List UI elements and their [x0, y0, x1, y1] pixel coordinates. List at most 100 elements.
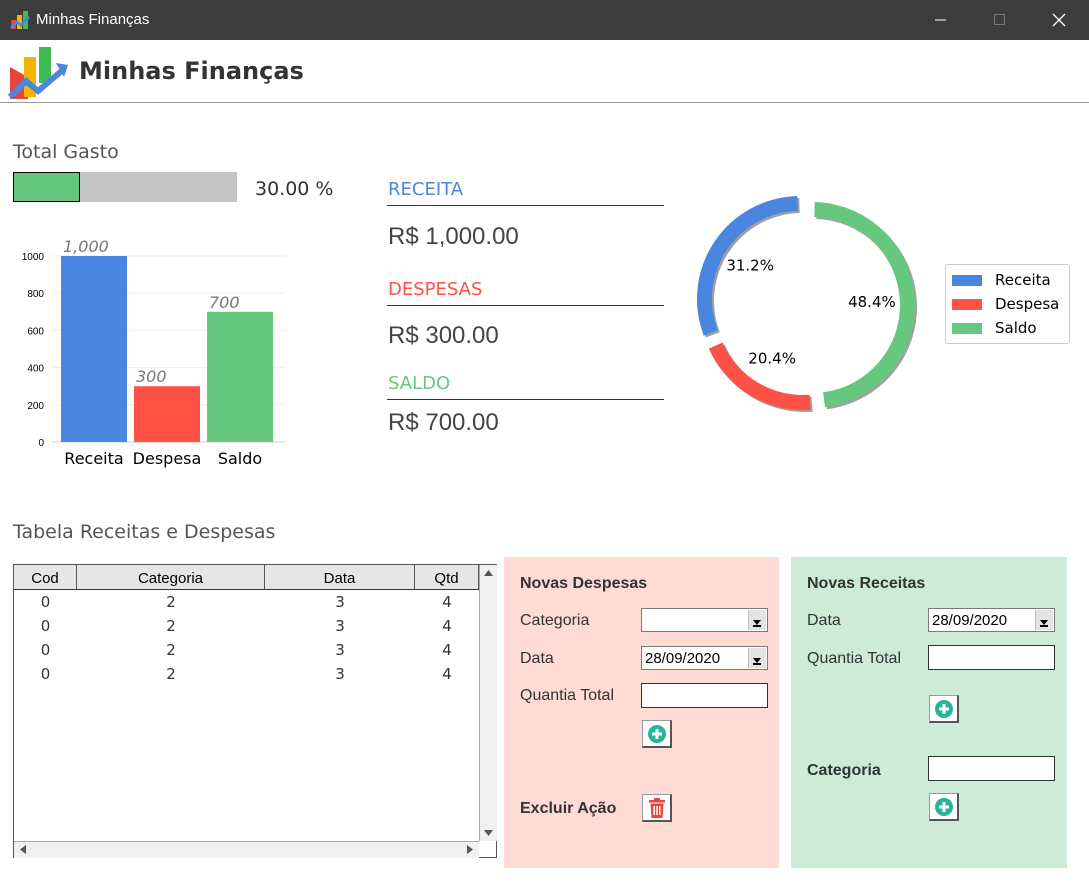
donut-legend: Receita Despesa Saldo — [945, 264, 1070, 344]
bar-data-label: 700 — [209, 293, 240, 312]
vertical-scrollbar[interactable] — [479, 565, 497, 841]
column-header-qtd[interactable]: Qtd — [415, 565, 479, 589]
legend-item-despesa: Despesa — [952, 294, 1059, 314]
column-header-cod[interactable]: Cod — [14, 565, 77, 589]
novas-receitas-title: Novas Receitas — [807, 575, 926, 592]
despesas-value: R$ 300.00 — [388, 322, 499, 349]
excluir-acao-label: Excluir Ação — [520, 800, 617, 817]
despesa-data-label: Data — [520, 650, 554, 667]
maximize-button[interactable] — [977, 0, 1023, 40]
receita-divider — [387, 205, 664, 206]
horizontal-scrollbar[interactable] — [14, 841, 479, 858]
scroll-right-icon[interactable] — [463, 842, 477, 858]
receita-label: RECEITA — [388, 179, 464, 200]
chevron-down-icon[interactable] — [748, 648, 766, 668]
saldo-value: R$ 700.00 — [388, 409, 499, 436]
window-title: Minhas Finanças — [36, 11, 150, 28]
trash-icon — [648, 797, 665, 818]
legend-swatch — [952, 322, 982, 334]
table-header: Cod Categoria Data Qtd — [14, 565, 479, 590]
bar-ytick-label: 600 — [27, 326, 44, 337]
scroll-left-icon[interactable] — [16, 842, 30, 858]
table-cell: 2 — [166, 641, 176, 659]
bar-receita — [61, 256, 127, 442]
donut-chart: 31.2% 20.4% 48.4% — [697, 196, 918, 412]
legend-label: Receita — [995, 271, 1051, 289]
bar-saldo — [207, 311, 273, 442]
maximize-icon — [994, 14, 1005, 25]
donut-slice-saldo — [814, 202, 916, 408]
plus-circle-icon — [934, 797, 953, 816]
saldo-divider — [387, 399, 664, 400]
total-gasto-title: Total Gasto — [13, 141, 119, 163]
chevron-down-icon[interactable] — [748, 610, 766, 630]
table-row[interactable]: 0 2 3 4 — [14, 665, 479, 689]
scroll-up-icon[interactable] — [480, 566, 497, 580]
table-cell: 2 — [166, 617, 176, 635]
bar-category-label: Receita — [64, 449, 123, 468]
table-cell: 4 — [442, 593, 452, 611]
bar-category-label: Despesa — [133, 449, 202, 468]
data-table[interactable]: Cod Categoria Data Qtd 0 2 3 4 0 2 3 4 0 2 3 4 0 2 3 4 — [13, 564, 497, 858]
scroll-down-icon[interactable] — [480, 826, 497, 840]
delete-button[interactable] — [642, 794, 672, 822]
close-icon — [1052, 13, 1066, 27]
add-despesa-button[interactable] — [642, 720, 672, 748]
receita-categoria-label: Categoria — [807, 762, 881, 779]
receita-quantia-input[interactable] — [928, 645, 1055, 670]
table-cell: 2 — [166, 593, 176, 611]
bar-chart: 0 200 400 600 800 1000 1,000 Receita 300 Despesa 7… — [22, 237, 285, 468]
column-header-data[interactable]: Data — [265, 565, 415, 589]
table-title: Tabela Receitas e Despesas — [13, 521, 276, 543]
progress-fill — [13, 172, 81, 202]
table-cell: 0 — [40, 665, 51, 683]
receita-quantia-label: Quantia Total — [807, 650, 901, 667]
bar-ytick-label: 400 — [27, 364, 44, 375]
novas-receitas-panel: Novas Receitas Data 28/09/2020 Quantia T… — [791, 557, 1067, 868]
minimize-button[interactable] — [918, 0, 964, 40]
legend-swatch — [952, 298, 982, 310]
donut-percent-label: 48.4% — [848, 293, 896, 311]
despesas-label: DESPESAS — [388, 279, 483, 300]
legend-label: Despesa — [995, 295, 1060, 313]
table-cell: 3 — [335, 641, 345, 659]
donut-slice-receita — [697, 196, 798, 336]
add-categoria-button[interactable] — [929, 793, 959, 821]
novas-despesas-title: Novas Despesas — [520, 575, 648, 592]
chevron-down-icon[interactable] — [1035, 610, 1053, 630]
bar-ytick-label: 200 — [27, 401, 44, 412]
table-cell: 4 — [442, 641, 452, 659]
table-cell: 4 — [442, 617, 452, 635]
legend-label: Saldo — [995, 319, 1037, 337]
close-button[interactable] — [1036, 0, 1082, 40]
bar-ytick-label: 800 — [27, 289, 44, 300]
donut-percent-label: 31.2% — [726, 257, 774, 275]
app-name: Minhas Finanças — [79, 57, 304, 85]
saldo-label: SALDO — [388, 373, 451, 394]
despesa-data-value: 28/09/2020 — [645, 650, 721, 667]
table-row[interactable]: 0 2 3 4 — [14, 593, 479, 617]
app-header: Minhas Finanças — [0, 40, 1089, 103]
receita-date-picker[interactable]: 28/09/2020 — [928, 608, 1055, 632]
receita-value: R$ 1,000.00 — [388, 223, 519, 250]
column-header-categoria[interactable]: Categoria — [77, 565, 265, 589]
despesa-categoria-label: Categoria — [520, 612, 590, 629]
window-titlebar: Minhas Finanças — [0, 0, 1089, 40]
add-receita-button[interactable] — [929, 695, 959, 723]
receita-data-label: Data — [807, 612, 841, 629]
table-row[interactable]: 0 2 3 4 — [14, 641, 479, 665]
logo-icon — [8, 47, 68, 99]
despesa-categoria-select[interactable] — [641, 608, 768, 632]
app-icon — [10, 11, 30, 29]
table-row[interactable]: 0 2 3 4 — [14, 617, 479, 641]
bar-despesa — [134, 386, 200, 442]
receita-categoria-input[interactable] — [928, 756, 1055, 781]
table-cell: 4 — [442, 665, 452, 683]
despesa-quantia-label: Quantia Total — [520, 687, 614, 704]
despesa-quantia-input[interactable] — [641, 683, 768, 708]
legend-item-saldo: Saldo — [952, 318, 1037, 338]
receita-data-value: 28/09/2020 — [932, 612, 1008, 629]
donut-percent-label: 20.4% — [748, 349, 796, 367]
table-cell: 3 — [335, 617, 345, 635]
despesa-date-picker[interactable]: 28/09/2020 — [641, 646, 768, 670]
